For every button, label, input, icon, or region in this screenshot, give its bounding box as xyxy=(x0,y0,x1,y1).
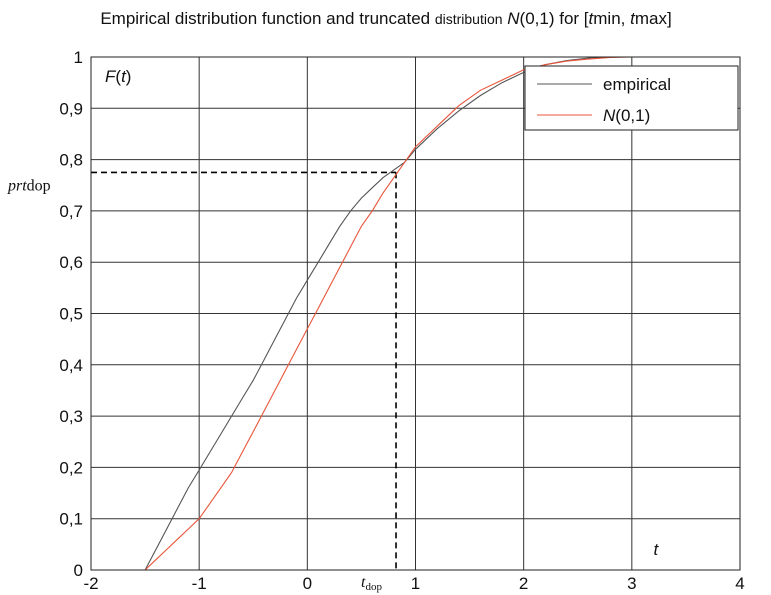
x-tick-label: -1 xyxy=(192,574,207,593)
y-tick-label: 0,1 xyxy=(59,510,83,529)
y-tick-label: 0,4 xyxy=(59,356,83,375)
y-tick-label: 0,6 xyxy=(59,253,83,272)
legend-box xyxy=(524,65,739,131)
series xyxy=(144,56,665,571)
y-tick-label: 0 xyxy=(74,561,83,580)
x-tick-label: 3 xyxy=(627,574,636,593)
guide-lines xyxy=(91,171,397,570)
y-tick-label: 0,7 xyxy=(59,202,83,221)
x-tick-label: 2 xyxy=(519,574,528,593)
plot-frame xyxy=(90,56,741,571)
y-tick-label: 0,3 xyxy=(59,407,83,426)
x-axis-label: t xyxy=(653,540,659,559)
legend-label-empirical: empirical xyxy=(603,75,671,94)
y-tick-label: 0,5 xyxy=(59,305,83,324)
legend: empirical N(0,1) xyxy=(524,65,739,131)
legend-label-normal: N(0,1) xyxy=(603,106,650,125)
x-tick-label: 4 xyxy=(735,574,744,593)
x-tick-label: 0 xyxy=(303,574,312,593)
prtdop-label: prtdop xyxy=(7,177,51,194)
y-axis-label: F(t) xyxy=(105,67,131,86)
tdop-label: tdop xyxy=(361,574,382,593)
x-tick-label: -2 xyxy=(83,574,98,593)
y-tick-label: 0,2 xyxy=(59,458,83,477)
series-line-empirical xyxy=(144,56,611,571)
grid xyxy=(90,56,741,571)
chart-title: Empirical distribution function and trun… xyxy=(100,9,671,28)
tick-labels: -2 -1 0 1 2 3 4 0 0,1 0,2 0,3 0,4 0,5 0,6 0,7 0,8 0,9 1 xyxy=(59,48,744,593)
y-tick-label: 0,9 xyxy=(59,99,83,118)
series-line-normal xyxy=(144,56,665,571)
x-tick-label: 1 xyxy=(411,574,420,593)
y-tick-label: 1 xyxy=(74,48,83,67)
y-tick-label: 0,8 xyxy=(59,151,83,170)
